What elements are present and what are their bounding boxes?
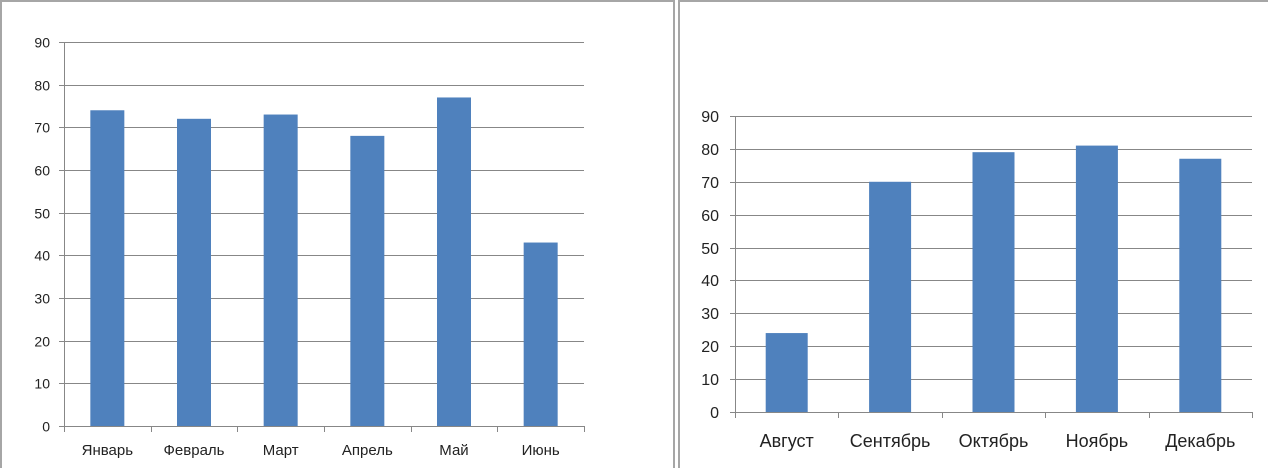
bar-Декабрь (1179, 158, 1222, 412)
y-tick-label: 70 (701, 175, 719, 192)
y-tick-label: 20 (34, 333, 50, 349)
x-category-label: Март (263, 442, 299, 459)
x-category-label: Апрель (342, 442, 393, 459)
y-tick-label: 60 (701, 208, 719, 225)
x-category-label: Декабрь (1165, 431, 1235, 451)
chart-second-half-year: 0 10 20 30 40 50 60 70 80 90 Август Сентябрь Октябрь… (701, 109, 1253, 451)
y-tick-label: 0 (42, 418, 50, 434)
y-tick-label: 30 (701, 306, 719, 323)
y-tick-label: 0 (710, 405, 719, 422)
x-category-label: Январь (82, 442, 134, 459)
y-tick-label: 50 (34, 205, 50, 221)
y-tick-label: 20 (701, 339, 719, 356)
bar-Март (263, 114, 298, 427)
bar-Ноябрь (1075, 145, 1118, 412)
y-tick-label: 50 (701, 241, 719, 258)
bar-Апрель (350, 135, 385, 426)
y-tick-label: 10 (701, 372, 719, 389)
y-tick-label: 40 (701, 273, 719, 290)
bar-Январь (90, 110, 125, 427)
x-category-label: Май (439, 442, 468, 459)
bar-Июнь (523, 242, 558, 426)
bar-Май (437, 97, 471, 426)
bar-Август (765, 333, 808, 412)
y-tick-label: 80 (34, 77, 50, 93)
x-category-label: Октябрь (959, 431, 1029, 451)
y-tick-label: 10 (34, 375, 50, 391)
y-tick-label: 60 (34, 162, 50, 178)
y-tick-label: 80 (701, 142, 719, 159)
bar-Сентябрь (869, 181, 912, 412)
y-tick-label: 70 (34, 119, 50, 135)
x-category-label: Февраль (164, 442, 225, 459)
chart-first-half-year: 0 10 20 30 40 50 60 70 80 90 Январь Февраль Март Апре… (34, 34, 585, 459)
bar-Февраль (177, 118, 211, 427)
x-category-label: Ноябрь (1066, 431, 1128, 451)
y-tick-label: 40 (34, 247, 50, 263)
y-tick-label: 90 (701, 109, 719, 126)
x-category-label: Июнь (522, 442, 560, 459)
x-category-label: Август (760, 431, 814, 451)
y-tick-label: 30 (34, 290, 50, 306)
bar-Октябрь (972, 152, 1015, 412)
y-tick-label: 90 (34, 34, 50, 50)
x-category-label: Сентябрь (850, 431, 931, 451)
